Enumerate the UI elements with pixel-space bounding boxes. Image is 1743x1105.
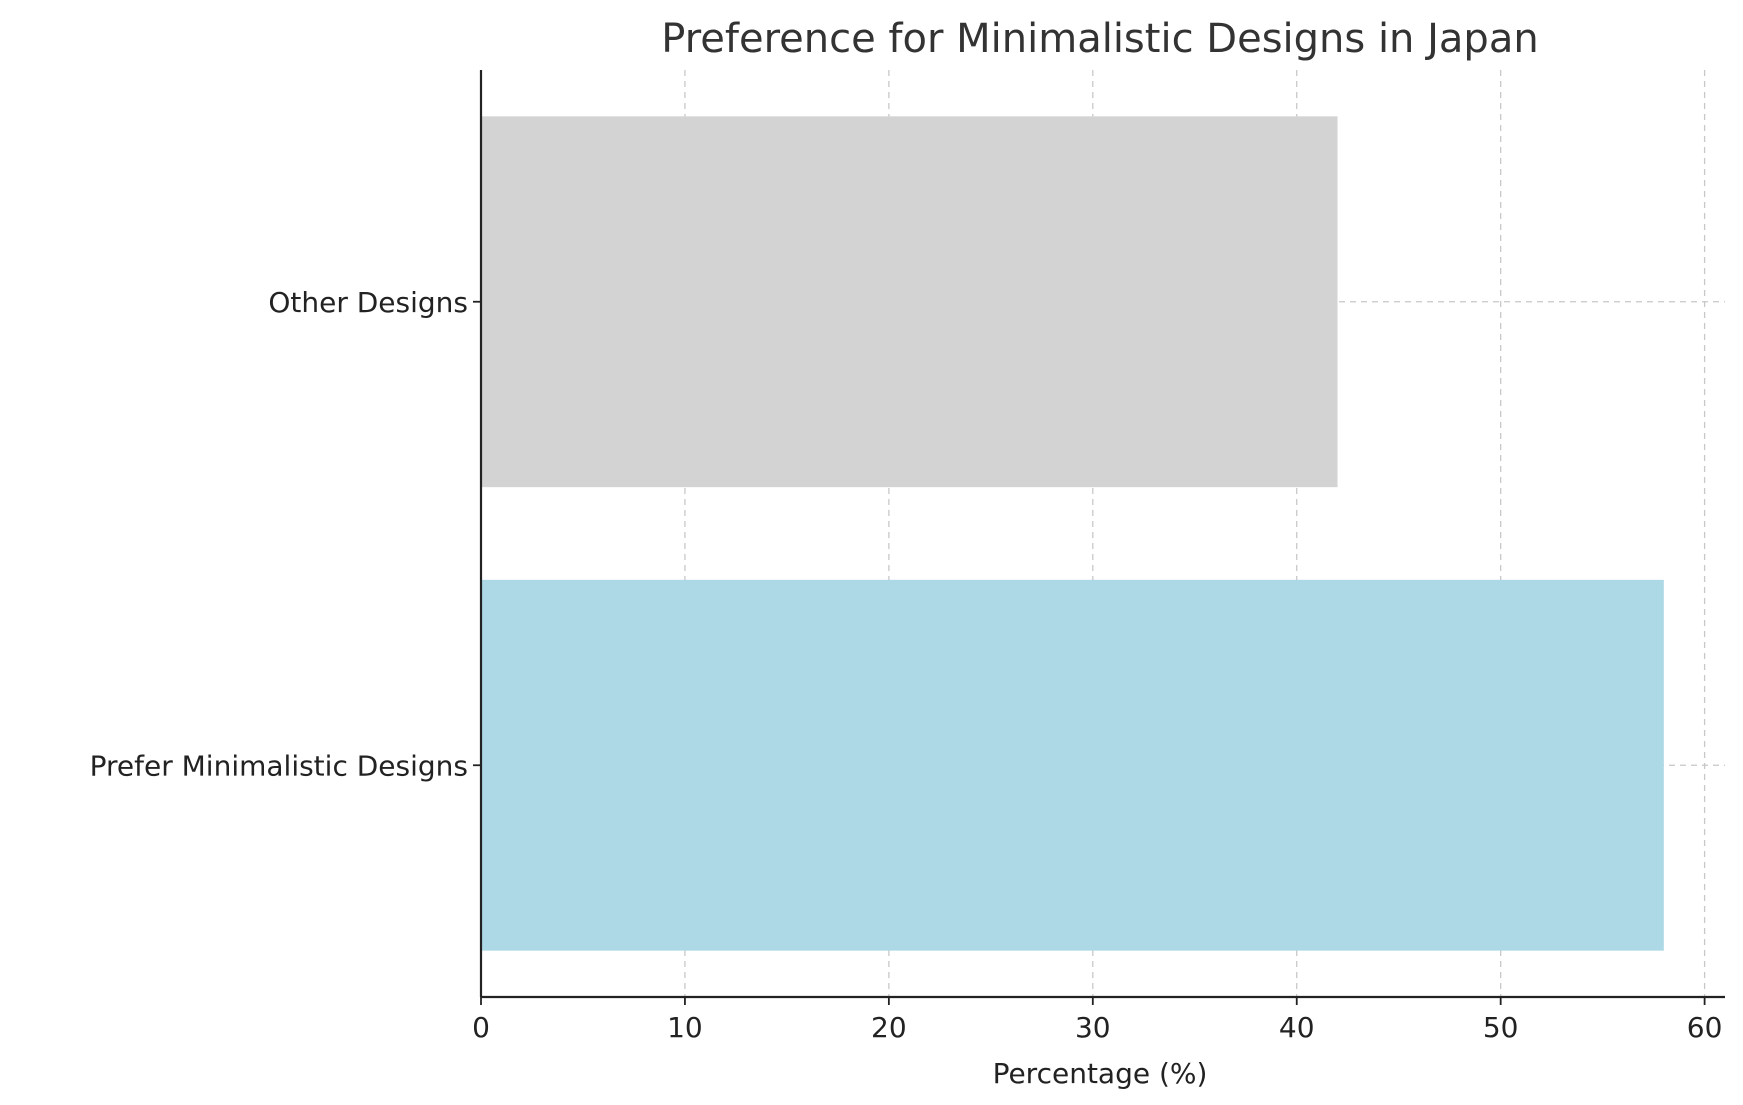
bar-other-designs — [481, 116, 1338, 488]
x-tick-label: 20 — [871, 1011, 907, 1044]
x-tick-label: 60 — [1687, 1011, 1723, 1044]
tick-labels: 0 10 20 30 40 50 60 Prefer Minimalistic Designs… — [90, 286, 1723, 1044]
x-tick-label: 10 — [667, 1011, 703, 1044]
x-tick-label: 0 — [472, 1011, 490, 1044]
y-tick-label: Other Designs — [268, 286, 468, 319]
x-tick-label: 50 — [1483, 1011, 1519, 1044]
x-axis-label: Percentage (%) — [993, 1057, 1208, 1090]
bars — [481, 116, 1664, 951]
y-tick-label: Prefer Minimalistic Designs — [90, 749, 468, 782]
axes — [473, 70, 1725, 1005]
chart-title: Preference for Minimalistic Designs in J… — [661, 16, 1538, 62]
x-tick-label: 40 — [1279, 1011, 1315, 1044]
bar-prefer-minimalistic-designs — [481, 579, 1664, 951]
x-tick-label: 30 — [1075, 1011, 1111, 1044]
